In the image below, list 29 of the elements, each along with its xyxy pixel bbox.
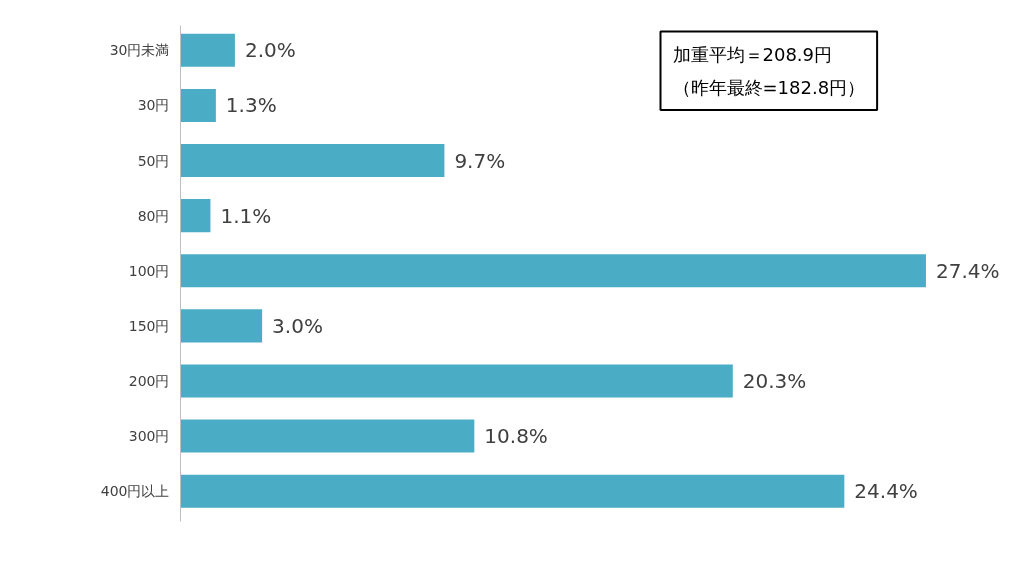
data-label: 9.7%	[454, 148, 506, 173]
y-tick-label: 80円	[137, 207, 170, 224]
bar	[180, 199, 211, 233]
bar	[180, 33, 235, 67]
y-tick-label: 300円	[128, 428, 170, 445]
y-tick-label: 50円	[137, 152, 170, 169]
data-label: 2.0%	[244, 38, 296, 63]
data-label: 1.3%	[225, 93, 277, 118]
bar	[180, 419, 475, 453]
data-label: 3.0%	[272, 313, 323, 338]
annotation: 加重平均＝208.9円	[672, 43, 833, 65]
y-tick-label: 30円未満	[109, 42, 170, 59]
bar	[180, 143, 445, 178]
bar	[180, 309, 263, 343]
data-label: 20.3%	[742, 368, 807, 393]
bar	[180, 88, 216, 122]
y-tick-label: 150円	[128, 317, 170, 334]
y-tick-label: 100円	[128, 262, 170, 279]
y-tick-label: 400円以上	[100, 483, 170, 500]
bar	[180, 364, 733, 398]
annotation: （昨年最終=182.8円）	[672, 77, 866, 99]
data-label: 10.8%	[484, 424, 548, 449]
bar	[180, 474, 845, 508]
y-tick-label: 200円	[128, 372, 170, 389]
data-label: 24.4%	[854, 479, 918, 504]
data-label: 1.1%	[220, 203, 272, 228]
data-label: 27.4%	[935, 258, 1000, 283]
y-tick-label: 30円	[137, 97, 170, 114]
bar	[180, 254, 926, 288]
